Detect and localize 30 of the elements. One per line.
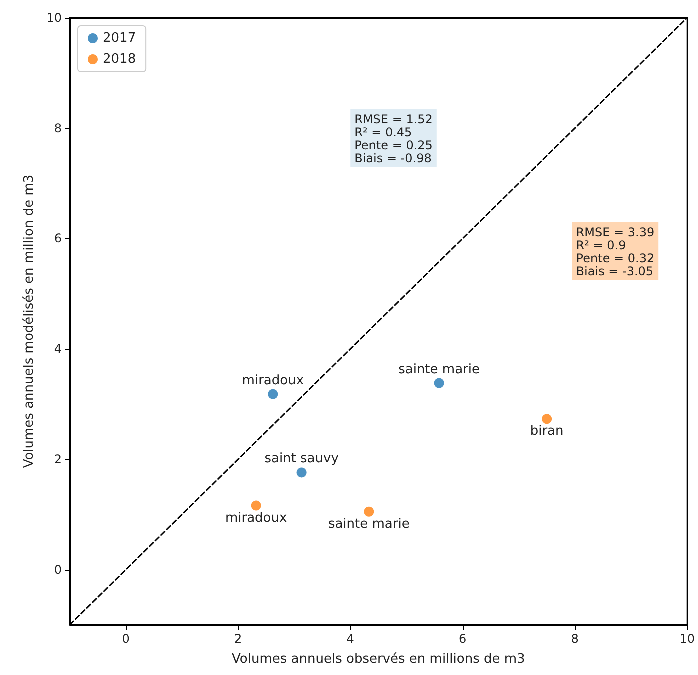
x-tick-label: 10 <box>680 632 696 646</box>
annotation: sainte marie <box>398 362 480 378</box>
annotation: RMSE = 1.52 R² = 0.45 Pente = 0.25 Biais = -0.98 <box>354 112 433 166</box>
point <box>434 378 444 388</box>
point <box>296 468 307 478</box>
point <box>542 414 552 424</box>
x-axis-title: Volumes annuels observés en millions de m3 <box>232 652 526 667</box>
annotation: miradoux <box>225 510 288 526</box>
y-tick-label: 10 <box>46 11 62 25</box>
annotation: biran <box>530 424 564 440</box>
y-tick-label: 4 <box>54 342 62 356</box>
y-tick-label: 0 <box>54 562 62 577</box>
legend-label: 2018 <box>103 52 136 67</box>
annotation: miradoux <box>242 373 304 388</box>
point <box>364 506 374 517</box>
legend-label: 2017 <box>103 31 136 46</box>
y-axis-title: Volumes annuels modélisés en million de m3 <box>22 174 37 468</box>
y-tick-label: 8 <box>54 121 62 136</box>
annotation: RMSE = 3.39 R² = 0.9 Pente = 0.32 Biais = -3.05 <box>576 226 655 279</box>
y-tick-label: 6 <box>54 232 62 246</box>
annotation: saint sauvy <box>264 452 340 467</box>
point <box>251 500 262 511</box>
point <box>268 389 278 400</box>
x-tick-label: 2 <box>234 632 242 646</box>
y-tick-label: 2 <box>54 452 62 466</box>
x-tick-label: 6 <box>459 632 467 646</box>
x-tick-label: 0 <box>122 632 130 646</box>
x-tick-label: 4 <box>346 632 354 646</box>
x-tick-label: 8 <box>571 632 579 646</box>
annotation: sainte marie <box>328 516 410 532</box>
